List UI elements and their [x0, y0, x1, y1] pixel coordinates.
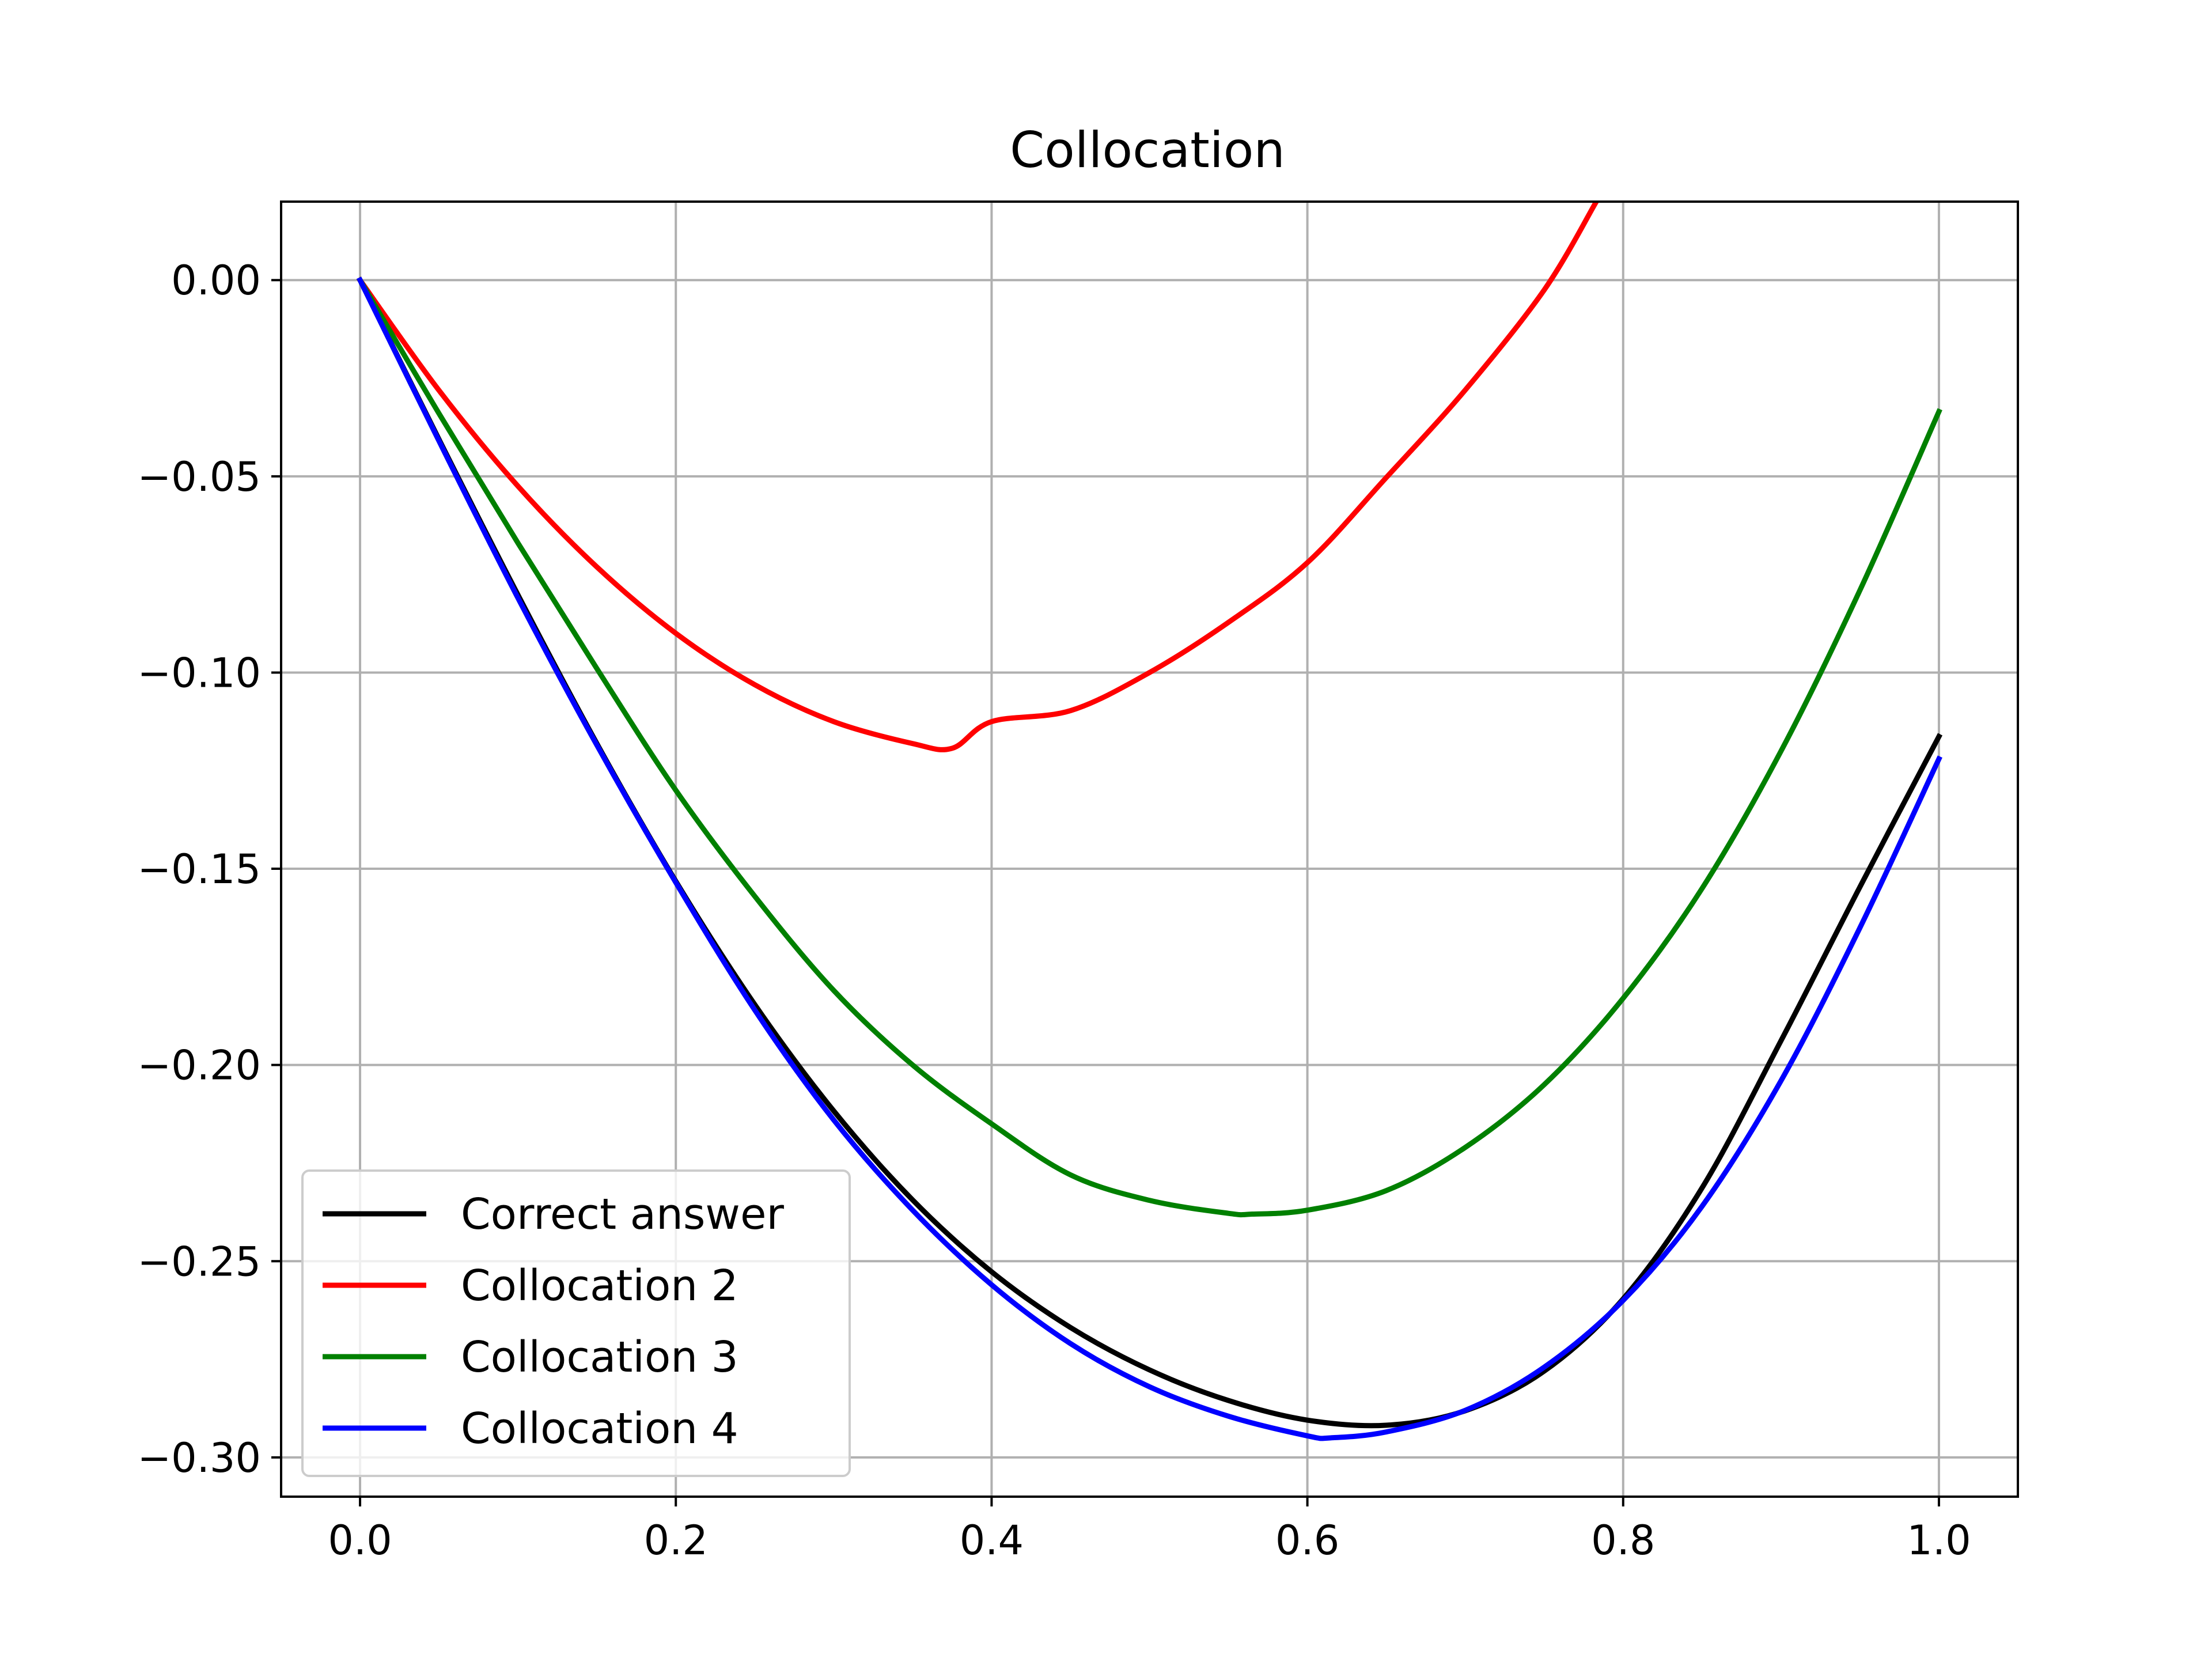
- y-tick-label: −0.10: [137, 649, 261, 696]
- axes: 0.0 0.2 0.4 0.6 0.8 1.0 0.00 −0.05 −0.10 −0.15 −0.…: [137, 257, 1971, 1564]
- series-line-4: [357, 277, 1942, 1441]
- legend: Correct answer Collocation 2 Collocation 3…: [301, 1169, 851, 1477]
- series-line-2: [356, 202, 1600, 752]
- legend-label: Collocation 2: [461, 1261, 738, 1311]
- y-tick-label: −0.30: [137, 1434, 261, 1482]
- y-tick-label: −0.20: [137, 1042, 261, 1089]
- x-tick-label: 0.4: [960, 1517, 1024, 1564]
- x-tick-label: 0.8: [1591, 1517, 1655, 1564]
- x-tick-label: 0.0: [328, 1517, 392, 1564]
- y-tick-label: −0.05: [137, 453, 261, 501]
- x-tick-label: 0.2: [644, 1517, 708, 1564]
- x-tick-label: 1.0: [1907, 1517, 1971, 1564]
- plot-frame: [280, 200, 2019, 1498]
- series-lines: [356, 202, 1943, 1441]
- y-tick-label: −0.25: [137, 1238, 261, 1285]
- y-tick-label: 0.00: [171, 257, 261, 304]
- y-tick-label: −0.15: [137, 846, 261, 893]
- grid: [281, 202, 2018, 1497]
- legend-label: Collocation 3: [461, 1332, 738, 1382]
- x-tick-label: 0.6: [1275, 1517, 1339, 1564]
- legend-label: Correct answer: [461, 1190, 784, 1239]
- chart-title: Collocation: [1010, 122, 1285, 179]
- legend-box: [301, 1169, 851, 1477]
- legend-label: Collocation 4: [461, 1404, 738, 1453]
- series-line-3: [356, 277, 1942, 1218]
